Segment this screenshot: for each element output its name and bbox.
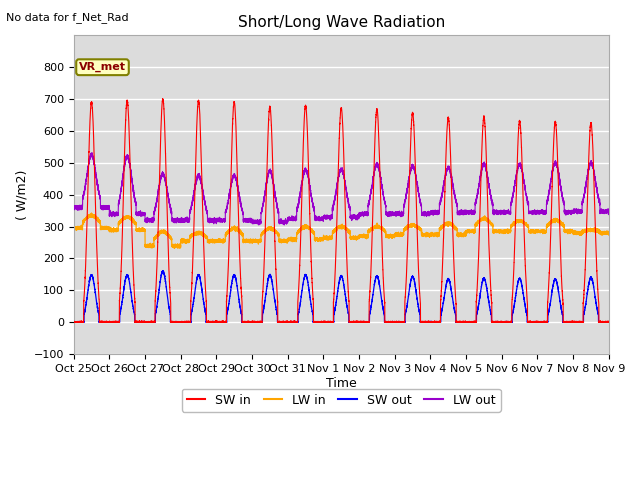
- SW in: [374, 125, 382, 131]
- SW out: [70, 319, 77, 325]
- LW in: [88, 210, 95, 216]
- Line: SW out: SW out: [74, 271, 609, 322]
- Line: SW in: SW in: [74, 99, 609, 322]
- LW in: [70, 225, 77, 231]
- LW out: [70, 204, 77, 210]
- Text: No data for f_Net_Rad: No data for f_Net_Rad: [6, 12, 129, 23]
- LW out: [458, 209, 465, 215]
- LW in: [524, 223, 531, 229]
- LW in: [176, 245, 184, 251]
- SW in: [70, 319, 77, 325]
- LW out: [605, 208, 612, 214]
- Title: Short/Long Wave Radiation: Short/Long Wave Radiation: [237, 15, 445, 30]
- SW out: [374, 276, 382, 282]
- LW out: [88, 150, 96, 156]
- LW in: [325, 235, 333, 240]
- SW in: [527, 319, 535, 325]
- SW out: [325, 319, 333, 325]
- SW in: [524, 301, 531, 307]
- SW in: [108, 319, 115, 325]
- Text: VR_met: VR_met: [79, 62, 126, 72]
- LW in: [605, 229, 612, 235]
- LW in: [374, 224, 382, 230]
- SW out: [70, 319, 77, 325]
- LW in: [527, 228, 535, 233]
- Line: LW in: LW in: [74, 213, 609, 248]
- LW out: [325, 214, 333, 220]
- SW in: [605, 319, 612, 324]
- SW out: [605, 319, 612, 325]
- LW out: [108, 210, 115, 216]
- SW in: [457, 319, 465, 325]
- SW out: [108, 319, 115, 325]
- LW in: [458, 230, 465, 236]
- X-axis label: Time: Time: [326, 377, 356, 390]
- LW out: [527, 210, 535, 216]
- SW out: [527, 319, 535, 324]
- Y-axis label: ( W/m2): ( W/m2): [15, 169, 28, 220]
- LW out: [280, 222, 288, 228]
- Line: LW out: LW out: [74, 153, 609, 225]
- SW out: [524, 319, 531, 325]
- Legend: SW in, LW in, SW out, LW out: SW in, LW in, SW out, LW out: [182, 389, 501, 412]
- LW out: [524, 198, 531, 204]
- SW out: [458, 319, 465, 324]
- SW in: [159, 96, 166, 102]
- LW in: [108, 228, 115, 233]
- SW in: [325, 319, 333, 325]
- LW out: [374, 163, 382, 169]
- SW out: [159, 268, 166, 274]
